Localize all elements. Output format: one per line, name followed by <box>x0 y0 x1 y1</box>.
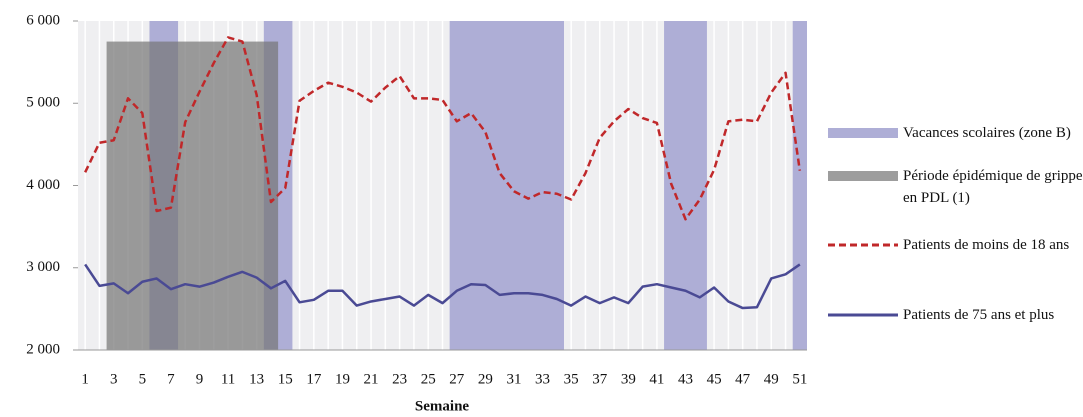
x-tick-label: 17 <box>306 371 322 387</box>
swatch-bar <box>828 171 898 181</box>
x-tick-label: 13 <box>249 371 264 387</box>
x-tick-label: 21 <box>364 371 379 387</box>
x-tick-label: 15 <box>278 371 293 387</box>
x-tick-label: 31 <box>506 371 521 387</box>
legend-swatch <box>828 243 898 247</box>
x-tick-label: 11 <box>221 371 235 387</box>
x-tick-label: 1 <box>81 371 89 387</box>
x-tick-label: 47 <box>735 371 751 387</box>
period-band <box>664 21 707 350</box>
x-tick-label: 27 <box>449 371 465 387</box>
series-line <box>84 36 802 221</box>
y-tick-label: 6 000 <box>26 12 60 28</box>
x-tick-label: 3 <box>110 371 118 387</box>
x-axis-label: Semaine <box>415 398 470 414</box>
x-tick-label: 9 <box>196 371 204 387</box>
x-tick-label: 41 <box>649 371 664 387</box>
x-tick-label: 25 <box>421 371 436 387</box>
x-tick-label: 35 <box>564 371 579 387</box>
legend-label: Période épidémique de grippe en PDL (1) <box>903 168 1083 206</box>
x-tick-label: 33 <box>535 371 550 387</box>
series-line <box>84 263 801 310</box>
period-band <box>792 21 807 350</box>
x-tick-label: 19 <box>335 371 350 387</box>
x-tick-label: 39 <box>621 371 636 387</box>
x-tick-label: 7 <box>167 371 175 387</box>
legend: Vacances scolaires (zone B) Période épidé… <box>828 0 1083 417</box>
y-tick-label: 3 000 <box>26 259 60 275</box>
legend-label: Vacances scolaires (zone B) <box>903 125 1071 141</box>
legend-swatch <box>828 313 898 317</box>
period-band <box>106 41 279 350</box>
legend-label: Patients de 75 ans et plus <box>903 307 1055 323</box>
legend-swatch <box>828 128 898 138</box>
period-band <box>449 21 564 350</box>
x-tick-label: 5 <box>139 371 147 387</box>
legend-label: Patients de moins de 18 ans <box>903 237 1070 253</box>
x-tick-label: 37 <box>592 371 608 387</box>
y-tick-label: 5 000 <box>26 95 60 111</box>
legend-swatch <box>828 171 898 181</box>
x-tick-label: 23 <box>392 371 407 387</box>
y-tick-label: 4 000 <box>26 177 60 193</box>
swatch-bar <box>828 128 898 138</box>
y-tick-label: 2 000 <box>26 341 60 357</box>
x-tick-label: 29 <box>478 371 493 387</box>
x-tick-label: 51 <box>792 371 807 387</box>
x-tick-label: 49 <box>764 371 779 387</box>
x-tick-label: 43 <box>678 371 693 387</box>
x-tick-label: 45 <box>707 371 722 387</box>
